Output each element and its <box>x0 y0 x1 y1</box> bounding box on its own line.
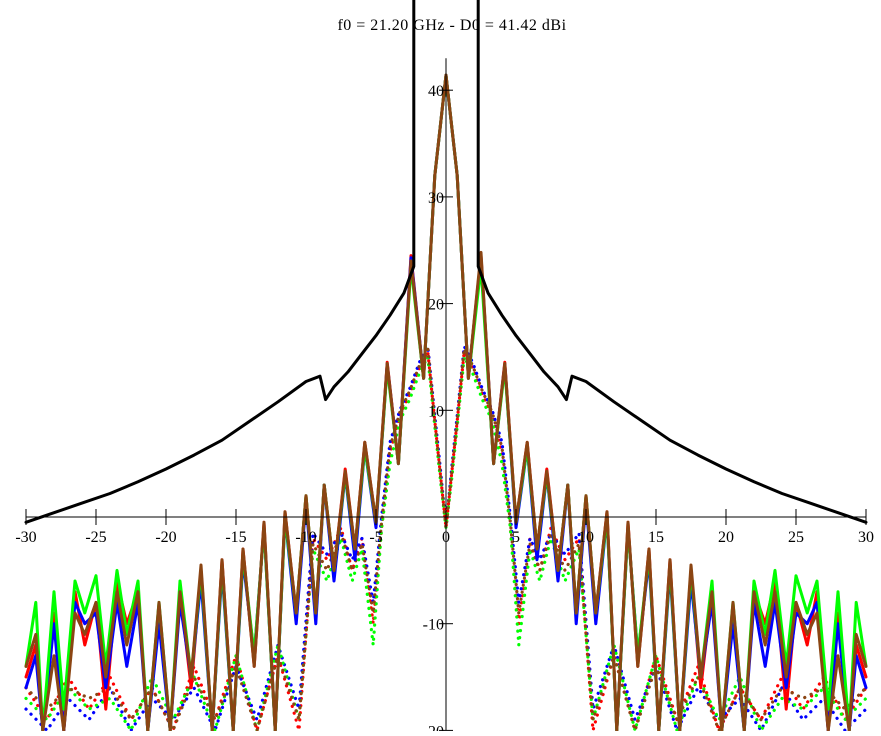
y-tick-label: -20 <box>423 723 444 731</box>
x-tick-label: 15 <box>648 529 664 546</box>
dotted-series-line-8 <box>24 346 868 731</box>
x-tick-label: 25 <box>788 529 804 546</box>
x-tick-label: 10 <box>578 529 594 546</box>
x-tick-label: -10 <box>295 529 316 546</box>
x-tick-label: -5 <box>369 529 382 546</box>
x-tick-label: -20 <box>155 529 176 546</box>
x-tick-label: 5 <box>512 529 520 546</box>
x-tick-label: -15 <box>225 529 246 546</box>
y-tick-label: 40 <box>428 83 444 100</box>
x-tick-label: 20 <box>718 529 734 546</box>
y-tick-label: 20 <box>428 297 444 314</box>
chart-title: f0 = 21.20 GHz - D0 = 41.42 dBi <box>337 17 566 34</box>
x-tick-label: 0 <box>442 529 450 546</box>
axes-layer: -30 -25 -20 -15 -10 -5 0 5 10 15 20 25 30 -20 -10 10 20 3… <box>15 58 874 736</box>
x-tick-label: -30 <box>15 529 36 546</box>
x-tick-label: -25 <box>85 529 106 546</box>
x-tick-label: 30 <box>858 529 874 546</box>
y-tick-label: 30 <box>428 190 444 207</box>
y-tick-label: -10 <box>423 617 444 634</box>
y-tick-label: 10 <box>428 403 444 420</box>
envelope-series-line <box>24 0 868 524</box>
